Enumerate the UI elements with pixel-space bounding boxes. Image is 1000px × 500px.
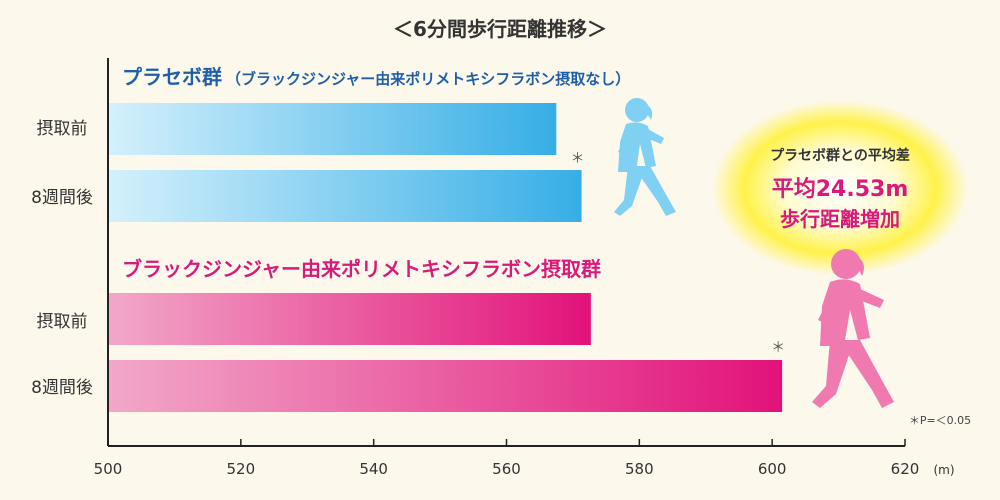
category-label: 摂取前 (37, 119, 88, 139)
group-name-placebo: プラセボ群 (122, 65, 222, 89)
callout-line1: プラセボ群との平均差 (770, 147, 910, 164)
callout-glow (712, 100, 968, 276)
x-axis-ticks: 500 520 540 560 580 600 620 (94, 439, 920, 478)
category-label: 8週間後 (31, 188, 93, 208)
x-tick-label: 620 (891, 460, 920, 478)
callout-line2: 平均24.53m (772, 176, 909, 202)
bar-treatment-after (108, 360, 783, 412)
walking-woman-blue-icon (614, 98, 676, 216)
x-tick-label: 540 (359, 460, 388, 478)
significance-mark: ＊ (571, 151, 585, 167)
category-label: 8週間後 (31, 378, 93, 398)
significance-note: ＊P=＜0.05 (909, 414, 971, 427)
walking-woman-pink-icon (812, 249, 894, 408)
x-tick-label: 600 (758, 460, 787, 478)
group-subtitle-placebo: （ブラックジンジャー由来ポリメトキシフラボン摂取なし） (226, 70, 630, 88)
significance-mark: ＊ (771, 340, 785, 356)
chart-title: ＜6分間歩行距離推移＞ (393, 17, 607, 41)
bar-placebo-after (108, 170, 582, 222)
x-axis-unit: (m) (933, 463, 954, 477)
bar-treatment-before (108, 293, 591, 345)
group-label-placebo: プラセボ群 （ブラックジンジャー由来ポリメトキシフラボン摂取なし） (122, 65, 630, 89)
x-tick-label: 520 (227, 460, 256, 478)
x-tick-label: 560 (492, 460, 521, 478)
x-tick-label: 580 (625, 460, 654, 478)
x-tick-label: 500 (94, 460, 123, 478)
callout-line3: 歩行距離増加 (780, 207, 900, 231)
category-label: 摂取前 (37, 312, 88, 332)
group-label-treatment: ブラックジンジャー由来ポリメトキシフラボン摂取群 (122, 257, 601, 281)
bar-placebo-before (108, 103, 557, 155)
